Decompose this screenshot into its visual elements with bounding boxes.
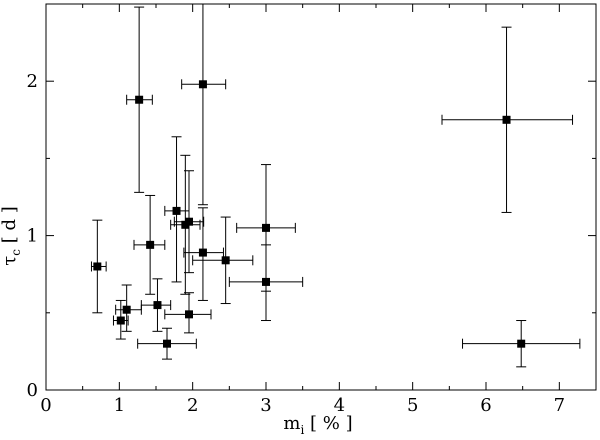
data-point-group <box>164 292 212 334</box>
x-tick-label: 7 <box>554 395 565 416</box>
data-marks <box>90 4 581 368</box>
data-point-group <box>228 244 304 322</box>
x-axis-label: mi [ % ] <box>283 413 352 437</box>
x-tick-label: 6 <box>480 395 491 416</box>
data-point <box>502 115 511 124</box>
data-point-group <box>140 278 172 332</box>
data-point-group <box>115 284 142 332</box>
data-point <box>185 310 193 319</box>
data-point <box>93 262 102 271</box>
ticks: 0 1 2 3 4 5 6 7 0 1 2 <box>27 3 597 416</box>
y-axis-label: τc [ d ] <box>0 206 23 265</box>
data-point-group <box>112 299 129 340</box>
x-tick-label: 0 <box>40 395 51 416</box>
y-tick-label: 0 <box>27 380 38 401</box>
data-point-group <box>173 170 205 274</box>
data-point <box>517 339 526 348</box>
data-point-group <box>192 216 254 305</box>
data-point-group <box>183 207 224 301</box>
data-point <box>163 339 171 348</box>
axes <box>45 3 597 391</box>
y-tick-label: 2 <box>27 71 38 92</box>
x-tick-label: 1 <box>114 395 125 416</box>
data-point-group <box>441 26 574 213</box>
data-point <box>221 256 230 265</box>
data-point <box>185 217 193 226</box>
data-point <box>198 80 207 89</box>
data-point <box>153 301 162 310</box>
data-point-group <box>90 219 107 314</box>
data-point-group <box>126 6 153 193</box>
data-point-group <box>181 4 227 206</box>
x-tick-label: 4 <box>334 395 345 416</box>
data-point <box>135 95 144 104</box>
data-point <box>262 223 270 232</box>
x-tick-label: 2 <box>187 395 198 416</box>
plot-frame <box>45 3 597 391</box>
x-tick-label: 5 <box>407 395 418 416</box>
data-point-group <box>133 194 166 295</box>
data-point-group <box>164 136 190 283</box>
x-tick-label: 3 <box>260 395 271 416</box>
data-point-group <box>462 320 581 368</box>
data-point <box>172 206 181 215</box>
data-point <box>122 305 131 314</box>
data-point-group <box>137 327 197 360</box>
data-point <box>116 316 125 325</box>
data-point <box>262 277 270 286</box>
y-tick-label: 1 <box>27 226 38 247</box>
data-point <box>146 240 155 249</box>
data-point <box>198 248 207 257</box>
